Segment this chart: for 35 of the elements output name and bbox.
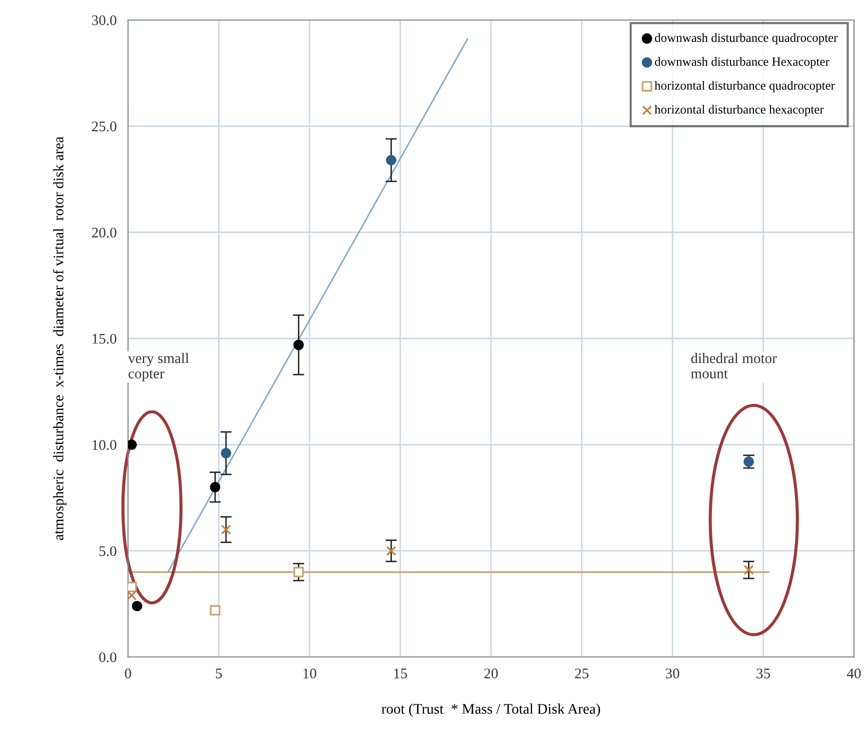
y-tick-label: 10.0 — [92, 440, 116, 450]
y-tick-label: 30.0 — [92, 15, 116, 26]
x-tick-label: 30 — [666, 668, 680, 678]
point — [128, 590, 137, 600]
point — [744, 564, 754, 575]
x-tick-label: 40 — [846, 668, 861, 678]
point — [210, 605, 220, 616]
y-tick-label: 20.0 — [92, 228, 116, 238]
y-tick-label: 0.0 — [99, 652, 116, 662]
x-tick-label: 5 — [216, 668, 222, 678]
x-tick-label: 0 — [124, 668, 132, 678]
legend-label: downwash disturbance Hexacopter — [654, 57, 830, 68]
y-tick-label: 5.0 — [100, 546, 116, 556]
x-tick-label: 25 — [575, 668, 588, 678]
point — [386, 546, 396, 556]
x-tick-label: 15 — [394, 668, 407, 678]
point — [293, 566, 304, 578]
point — [220, 448, 232, 458]
x-tick-label: 20 — [484, 668, 498, 678]
annotation: very small copter — [128, 352, 189, 382]
legend-label: downwash disturbance quadrocopter — [654, 33, 838, 44]
point — [132, 600, 142, 612]
y-tick-label: 15.0 — [92, 334, 116, 344]
legend-label: horizontal disturbance quadrocopter — [654, 80, 835, 92]
point — [386, 154, 396, 166]
y-tick-label: 25.0 — [92, 122, 116, 132]
legend-label: horizontal disturbance hexacopter — [654, 104, 824, 116]
x-tick-label: 35 — [756, 668, 770, 678]
annotation: dihedral motor mount — [690, 352, 777, 378]
x-axis-title: root (Trust * Mass / Total Disk Area) — [382, 704, 600, 717]
point — [293, 340, 304, 350]
y-axis-title: atmospheric disturbance x-times diameter of virtual rotor disk area — [52, 136, 66, 540]
point — [210, 482, 220, 492]
point — [221, 524, 232, 535]
x-tick-label: 10 — [303, 668, 316, 678]
